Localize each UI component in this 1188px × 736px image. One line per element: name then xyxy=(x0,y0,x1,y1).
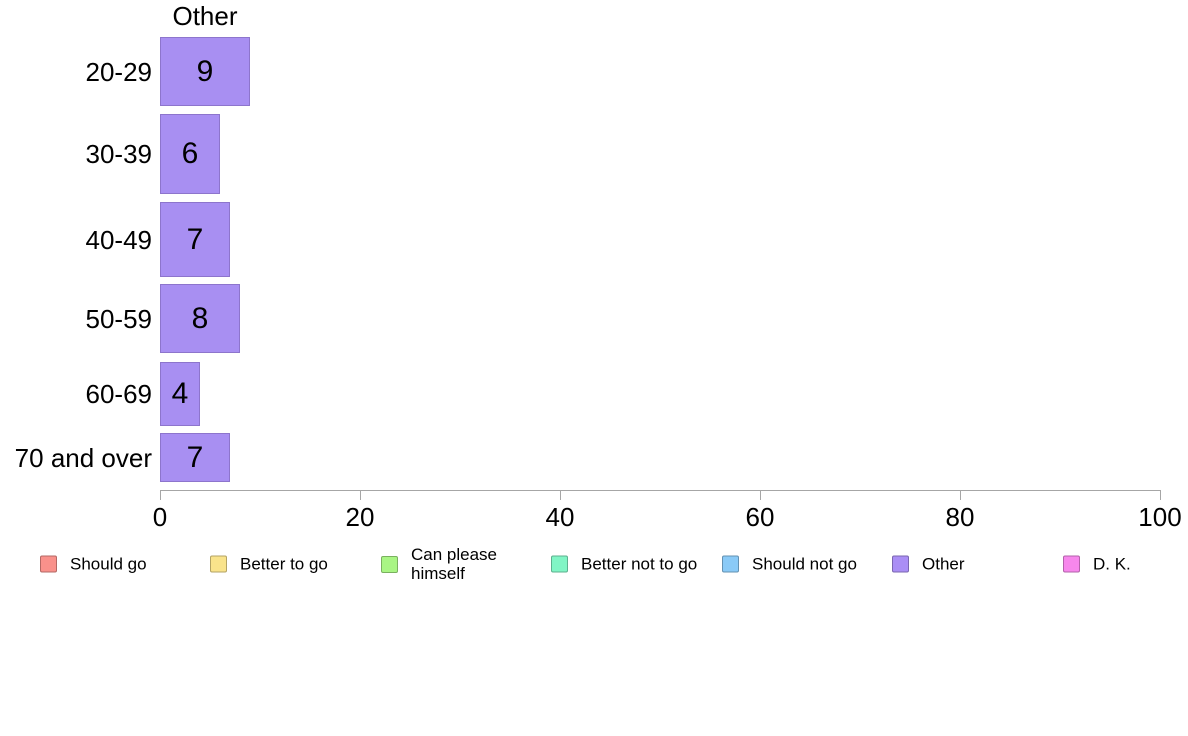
legend-item: Should go xyxy=(40,555,147,574)
x-axis-tick-label: 100 xyxy=(1138,502,1182,532)
y-axis-label: 70 and over xyxy=(14,442,152,473)
legend-swatch-icon xyxy=(892,555,909,573)
bar-50-59: 8 xyxy=(160,284,240,353)
x-axis-tick xyxy=(760,490,761,500)
legend-swatch-icon xyxy=(551,555,568,573)
legend-label: Should go xyxy=(70,554,147,574)
x-axis-line xyxy=(160,490,1161,491)
legend-item: Better to go xyxy=(210,555,328,574)
legend-swatch-icon xyxy=(210,555,227,573)
legend-swatch-icon xyxy=(40,555,57,573)
bar-value-label: 9 xyxy=(196,54,214,88)
legend-swatch-icon xyxy=(1063,555,1080,573)
legend-label: Can please himself xyxy=(411,545,498,583)
x-axis-tick-label: 0 xyxy=(152,502,168,532)
x-axis-tick xyxy=(360,490,361,500)
bar-value-label: 7 xyxy=(186,440,204,474)
bar-70 and over: 7 xyxy=(160,433,230,482)
y-axis-label: 40-49 xyxy=(85,224,153,255)
legend-item: Better not to go xyxy=(551,555,697,574)
legend-item: D. K. xyxy=(1063,555,1131,574)
x-axis-tick-label: 80 xyxy=(945,502,975,532)
legend-label: Better to go xyxy=(240,554,328,574)
y-axis-label: 50-59 xyxy=(85,303,153,334)
bar-20-29: 9 xyxy=(160,37,250,106)
y-axis-label: 60-69 xyxy=(85,379,153,409)
legend-swatch-icon xyxy=(381,555,398,573)
legend-label: D. K. xyxy=(1093,554,1131,574)
chart-title: Other xyxy=(172,1,238,31)
bar-value-label: 8 xyxy=(191,301,209,335)
x-axis-tick xyxy=(560,490,561,500)
x-axis-tick-label: 40 xyxy=(545,502,575,532)
legend-swatch-icon xyxy=(722,555,739,573)
x-axis-tick xyxy=(960,490,961,500)
legend-item: Other xyxy=(892,555,965,574)
bar-40-49: 7 xyxy=(160,202,230,277)
bar-value-label: 6 xyxy=(181,137,199,170)
bar-30-39: 6 xyxy=(160,114,220,194)
bar-value-label: 7 xyxy=(186,222,204,256)
y-axis-label: 30-39 xyxy=(85,139,153,169)
bar-value-label: 4 xyxy=(171,377,189,410)
legend-item: Should not go xyxy=(722,555,857,574)
x-axis-tick xyxy=(160,490,161,500)
bar-60-69: 4 xyxy=(160,362,200,426)
x-axis-tick xyxy=(1160,490,1161,500)
legend-item: Can please himself xyxy=(381,545,497,583)
legend-label: Other xyxy=(922,554,965,574)
legend-label: Better not to go xyxy=(581,554,698,574)
legend-label: Should not go xyxy=(752,554,857,574)
y-axis-label: 20-29 xyxy=(85,56,153,87)
x-axis-tick-label: 60 xyxy=(745,502,775,532)
x-axis-tick-label: 20 xyxy=(345,502,375,532)
